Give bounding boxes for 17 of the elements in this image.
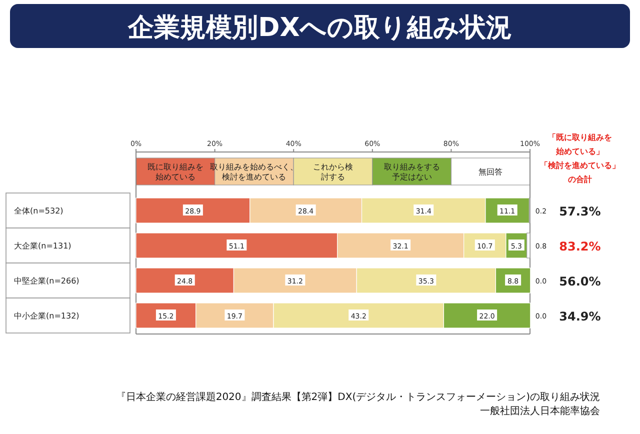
text: 「既に取り組みを始めている」「検討を進めている」の合計	[540, 133, 620, 184]
chart-title: 企業規模別DXへの取り組み状況	[127, 13, 512, 43]
text: 『日本企業の経営課題2020』調査結果【第2弾】DX(デジタル・トランスフォーメーション)の取り組み状況	[116, 391, 600, 403]
y-tick-label: 全体(n=532)	[14, 206, 64, 216]
text: 83.2%	[559, 240, 601, 254]
text: 既に取り組みを始めている	[147, 162, 204, 182]
text: 取り組みをする予定はない	[384, 162, 440, 182]
text: 34.9%	[559, 310, 601, 324]
y-tick-label: 中堅企業(n=266)	[14, 276, 80, 286]
text: これから検討する	[313, 162, 353, 182]
text: 57.3%	[559, 204, 601, 218]
text: 取り組みを始めるべく、検討を進めている	[210, 162, 298, 182]
text: 無回答	[478, 168, 503, 176]
text: 56.0%	[559, 274, 601, 288]
text: 一般社団法人日本能率協会	[480, 405, 600, 417]
y-tick-label: 中小企業(n=132)	[14, 312, 80, 320]
y-tick-label: 大企業(n=131)	[14, 242, 72, 250]
